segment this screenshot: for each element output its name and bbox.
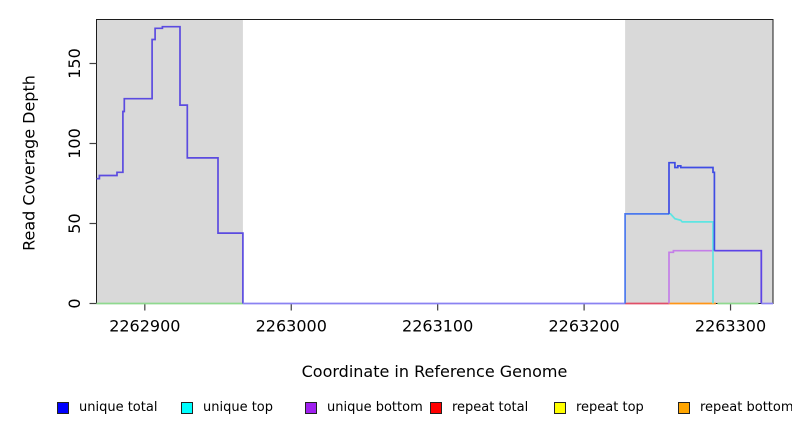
legend-swatch-repeat-total — [430, 401, 442, 414]
x-tick-label: 2263000 — [256, 317, 327, 336]
series-unique-total-left — [96, 25, 244, 304]
x-tick-label: 2263300 — [695, 317, 766, 336]
legend-label: unique top — [203, 400, 274, 415]
legend-label: repeat bottom — [700, 400, 792, 415]
legend-label: unique bottom — [327, 400, 423, 415]
legend-item-repeat-bottom: repeat bottom — [678, 400, 792, 415]
x-axis-title: Coordinate in Reference Genome — [301, 362, 568, 381]
legend-swatch-unique-bottom — [305, 401, 317, 414]
x-tick-label: 2263100 — [402, 317, 473, 336]
masked-region-left — [96, 19, 243, 304]
y-tick-label: 0 — [65, 298, 84, 308]
series-unique-total-right-top — [668, 161, 716, 251]
legend-item-unique-top: unique top — [181, 400, 274, 415]
series-unique-total-right-plateau — [714, 249, 763, 304]
y-axis-title: Read Coverage Depth — [19, 75, 39, 251]
legend-swatch-unique-total — [57, 401, 69, 414]
legend-item-unique-bottom: unique bottom — [305, 400, 423, 415]
x-tick-label: 2262900 — [109, 317, 180, 336]
legend-swatch-repeat-top — [554, 401, 566, 414]
legend-item-repeat-total: repeat total — [430, 400, 529, 415]
y-tick-label: 100 — [65, 128, 84, 159]
legend-item-unique-total: unique total — [57, 400, 158, 415]
x-tick-label: 2263200 — [548, 317, 619, 336]
masked-region-right — [625, 19, 773, 304]
y-tick-label: 150 — [65, 48, 84, 79]
y-tick-label: 50 — [65, 213, 84, 233]
legend-label: unique total — [79, 400, 158, 415]
legend-swatch-repeat-bottom — [678, 401, 690, 414]
series-unique-top — [667, 213, 714, 304]
legend-item-repeat-top: repeat top — [554, 400, 644, 415]
legend-label: repeat top — [576, 400, 644, 415]
series-unique-total-rise — [624, 213, 669, 304]
legend-label: repeat total — [452, 400, 529, 415]
legend-swatch-unique-top — [181, 401, 193, 414]
